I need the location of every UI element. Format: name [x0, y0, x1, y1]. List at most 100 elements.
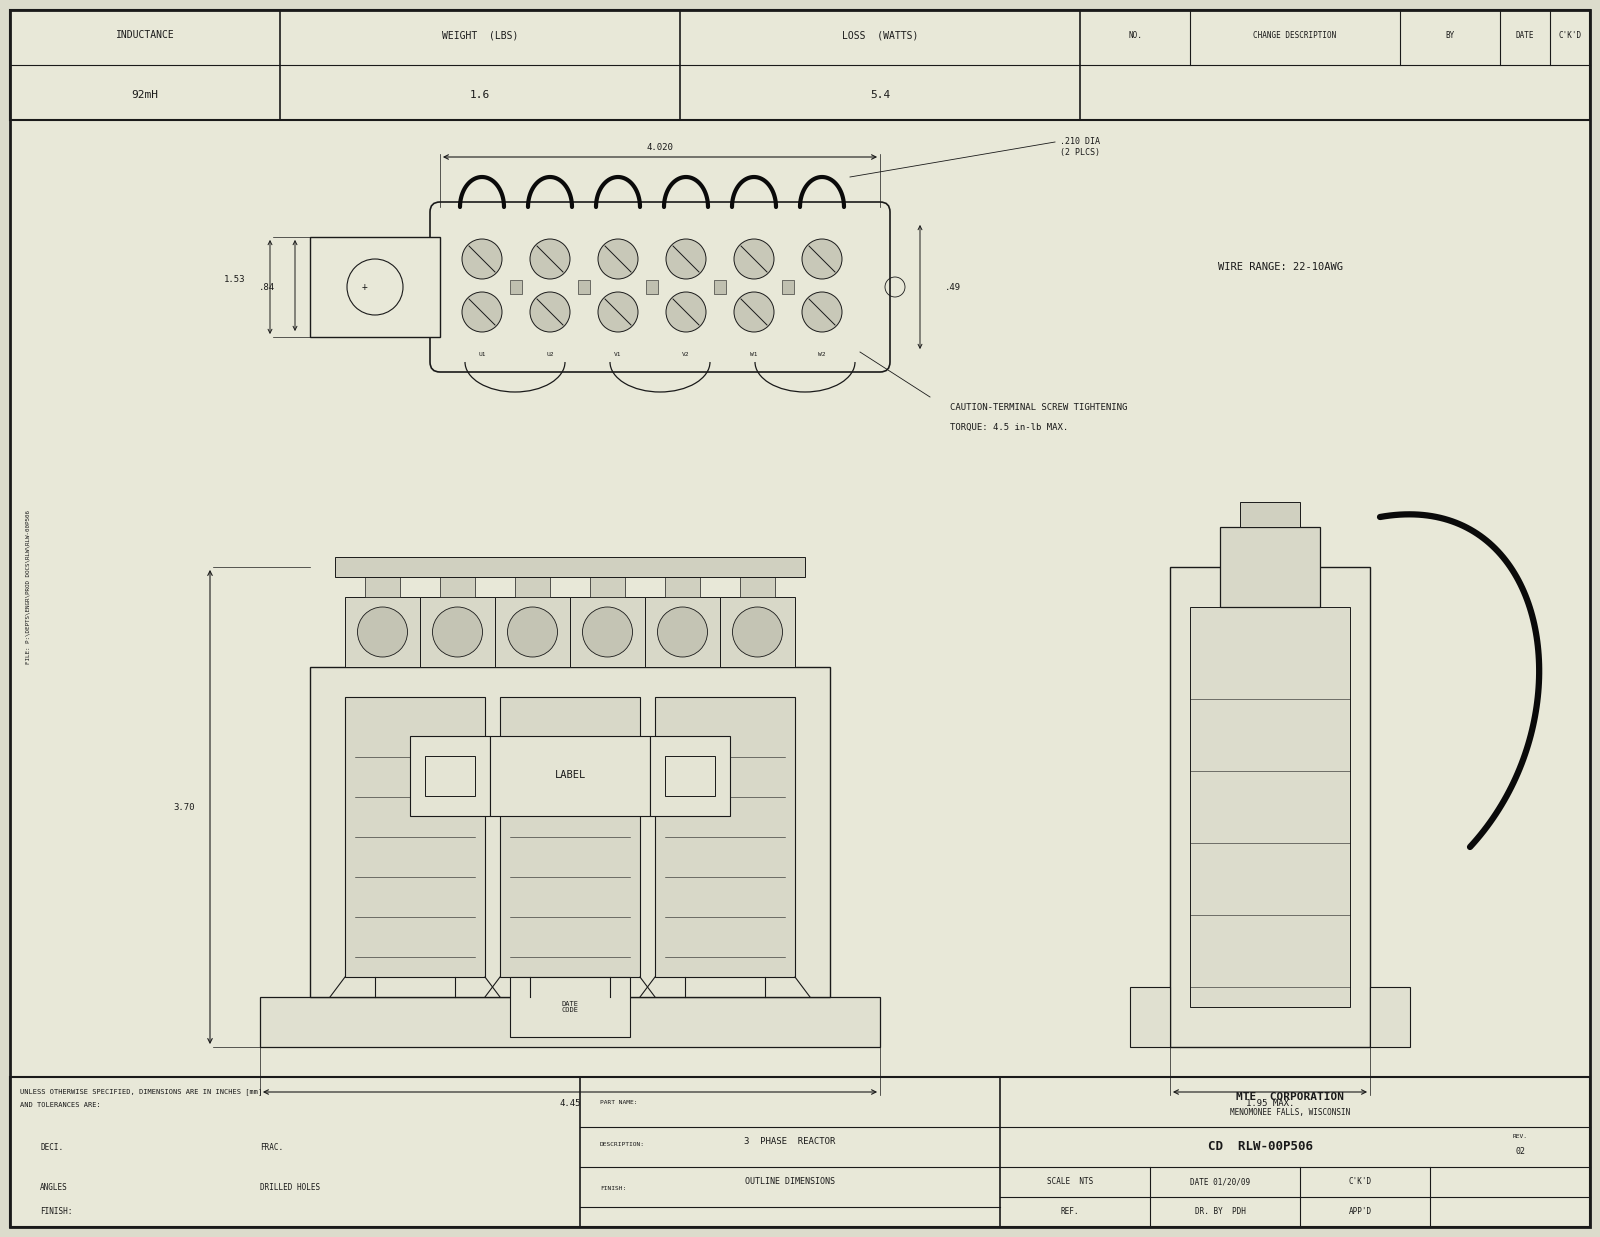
- Bar: [346, 597, 421, 667]
- Text: 02: 02: [1515, 1148, 1525, 1157]
- Text: 1.95 MAX.: 1.95 MAX.: [1246, 1100, 1294, 1108]
- Text: FINISH:: FINISH:: [40, 1207, 72, 1216]
- Circle shape: [733, 607, 782, 657]
- Circle shape: [666, 292, 706, 332]
- Circle shape: [462, 239, 502, 280]
- Bar: [510, 977, 630, 1037]
- Text: 92mH: 92mH: [131, 90, 158, 100]
- Bar: [10, 10, 1590, 120]
- Text: PART NAME:: PART NAME:: [600, 1100, 637, 1105]
- Bar: [1130, 987, 1170, 1047]
- Bar: [741, 576, 774, 597]
- Text: V1: V1: [614, 353, 622, 357]
- Text: W2: W2: [818, 353, 826, 357]
- Text: NO.: NO.: [1128, 31, 1142, 40]
- Text: 4.020: 4.020: [646, 142, 674, 151]
- Text: WEIGHT  (LBS): WEIGHT (LBS): [442, 30, 518, 40]
- Bar: [1240, 502, 1299, 527]
- Text: MENOMONEE FALLS, WISCONSIN: MENOMONEE FALLS, WISCONSIN: [1230, 1107, 1350, 1117]
- Bar: [426, 756, 475, 795]
- Text: LOSS  (WATTS): LOSS (WATTS): [842, 30, 918, 40]
- Bar: [410, 736, 490, 815]
- Text: INDUCTANCE: INDUCTANCE: [115, 30, 174, 40]
- Text: APP'D: APP'D: [1349, 1207, 1371, 1216]
- Text: OUTLINE DIMENSIONS: OUTLINE DIMENSIONS: [746, 1178, 835, 1186]
- Circle shape: [432, 607, 483, 657]
- Text: U2: U2: [546, 353, 554, 357]
- Bar: [650, 736, 730, 815]
- Text: DRILLED HOLES: DRILLED HOLES: [261, 1183, 320, 1191]
- Bar: [365, 576, 400, 597]
- Bar: [578, 280, 590, 294]
- Circle shape: [802, 292, 842, 332]
- Circle shape: [530, 292, 570, 332]
- FancyBboxPatch shape: [430, 202, 890, 372]
- Text: CAUTION-TERMINAL SCREW TIGHTENING: CAUTION-TERMINAL SCREW TIGHTENING: [950, 402, 1128, 412]
- Circle shape: [658, 607, 707, 657]
- Bar: [10, 1077, 1590, 1227]
- Text: DECI.: DECI.: [40, 1143, 62, 1152]
- Text: REF.: REF.: [1061, 1207, 1080, 1216]
- Bar: [334, 557, 805, 576]
- Bar: [261, 997, 880, 1047]
- Bar: [501, 696, 640, 977]
- Text: C'K'D: C'K'D: [1349, 1178, 1371, 1186]
- Text: V2: V2: [682, 353, 690, 357]
- Circle shape: [507, 607, 557, 657]
- Bar: [666, 576, 701, 597]
- Circle shape: [598, 239, 638, 280]
- Bar: [346, 696, 485, 977]
- Bar: [654, 696, 795, 977]
- Circle shape: [462, 292, 502, 332]
- Text: CD  RLW-00P506: CD RLW-00P506: [1208, 1141, 1312, 1153]
- Circle shape: [734, 292, 774, 332]
- Bar: [590, 576, 626, 597]
- Circle shape: [802, 239, 842, 280]
- Text: W1: W1: [750, 353, 758, 357]
- Text: 3.70: 3.70: [173, 803, 195, 811]
- Text: .84: .84: [259, 282, 275, 292]
- Bar: [570, 597, 645, 667]
- Text: C'K'D: C'K'D: [1558, 31, 1581, 40]
- Text: +: +: [362, 282, 368, 292]
- Text: FRAC.: FRAC.: [261, 1143, 283, 1152]
- Text: 1.6: 1.6: [470, 90, 490, 100]
- Text: ANGLES: ANGLES: [40, 1183, 67, 1191]
- Circle shape: [666, 239, 706, 280]
- Text: BY: BY: [1445, 31, 1454, 40]
- Bar: [421, 597, 494, 667]
- Circle shape: [357, 607, 408, 657]
- Text: DESCRIPTION:: DESCRIPTION:: [600, 1143, 645, 1148]
- Bar: [666, 756, 715, 795]
- Bar: [1221, 527, 1320, 607]
- Text: TORQUE: 4.5 in-lb MAX.: TORQUE: 4.5 in-lb MAX.: [950, 423, 1069, 432]
- Bar: [515, 576, 550, 597]
- Text: 1.53: 1.53: [224, 275, 245, 283]
- Bar: [720, 597, 795, 667]
- Text: FILE: P:\DEPTS\ENGR\PROD DOCS\RLW\RLW-00P506: FILE: P:\DEPTS\ENGR\PROD DOCS\RLW\RLW-00…: [26, 510, 30, 664]
- Circle shape: [582, 607, 632, 657]
- Bar: [1170, 567, 1370, 1047]
- Circle shape: [530, 239, 570, 280]
- Text: .210 DIA
(2 PLCS): .210 DIA (2 PLCS): [1059, 137, 1101, 157]
- Text: 5.4: 5.4: [870, 90, 890, 100]
- Text: UNLESS OTHERWISE SPECIFIED, DIMENSIONS ARE IN INCHES [mm]: UNLESS OTHERWISE SPECIFIED, DIMENSIONS A…: [21, 1089, 262, 1096]
- Text: LABEL: LABEL: [554, 771, 586, 781]
- Bar: [1190, 607, 1350, 1007]
- Bar: [494, 597, 570, 667]
- Text: SCALE  NTS: SCALE NTS: [1046, 1178, 1093, 1186]
- Text: DR. BY  PDH: DR. BY PDH: [1195, 1207, 1245, 1216]
- Bar: [510, 280, 522, 294]
- Bar: [782, 280, 794, 294]
- Circle shape: [734, 239, 774, 280]
- Text: DATE
CODE: DATE CODE: [562, 1001, 579, 1013]
- Bar: [646, 280, 658, 294]
- Bar: [714, 280, 726, 294]
- Text: 3  PHASE  REACTOR: 3 PHASE REACTOR: [744, 1138, 835, 1147]
- Text: DATE 01/20/09: DATE 01/20/09: [1190, 1178, 1250, 1186]
- Text: FINISH:: FINISH:: [600, 1186, 626, 1191]
- Bar: [645, 597, 720, 667]
- Text: 4.45: 4.45: [560, 1100, 581, 1108]
- Bar: [1370, 987, 1410, 1047]
- Text: DATE: DATE: [1515, 31, 1534, 40]
